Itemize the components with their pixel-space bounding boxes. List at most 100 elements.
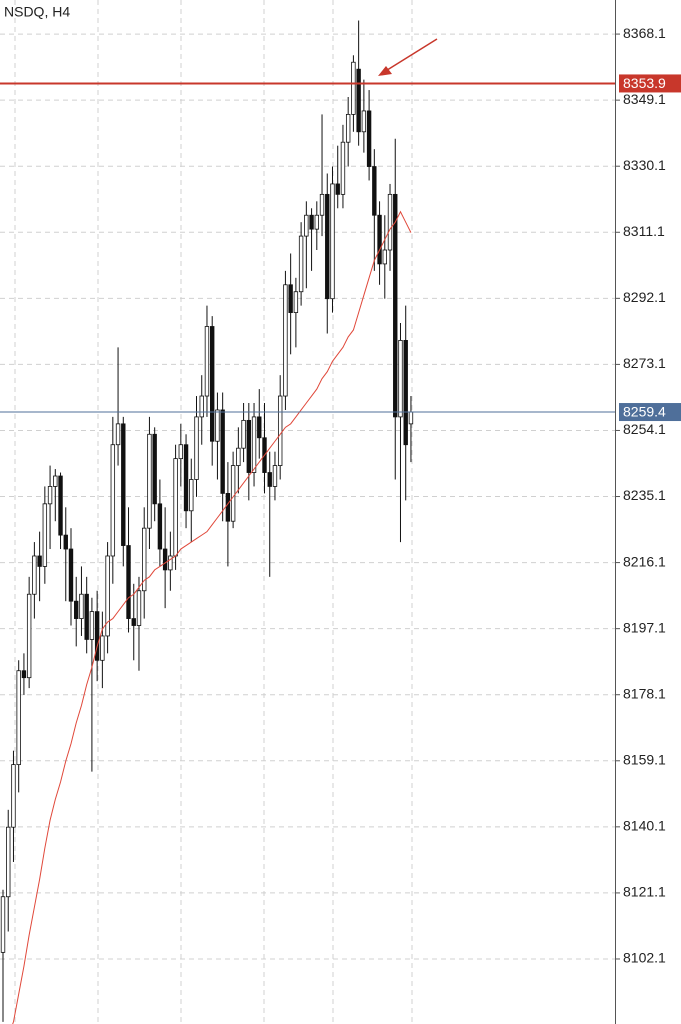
candle-body [58,475,63,536]
y-tick-label: 8292.1 [623,289,666,305]
candle-body [345,113,351,143]
level-tag [619,403,681,422]
candle-body [330,183,335,300]
y-tick-label: 8311.1 [623,223,665,239]
candle-body [225,492,231,522]
candle-body [84,593,89,640]
y-tick-label: 8216.1 [623,553,666,569]
candle-body [110,444,116,557]
candle-body [147,433,152,529]
candle-body [189,479,194,512]
candle-body [173,458,178,557]
candle-body [215,409,220,442]
level-label: 8353.9 [623,75,666,91]
y-tick-label: 8140.1 [623,818,666,834]
candle-body [246,419,252,473]
candle-body [42,503,48,567]
candle-body [230,465,236,522]
candle-body [89,611,95,640]
candle-body [335,183,340,195]
y-tick-label: 8330.1 [623,157,666,173]
candle-body [74,600,79,619]
arrow-shaft [383,38,438,73]
candle-body [26,593,32,679]
candle-body [204,326,210,397]
candle-body [115,423,121,446]
candles [0,20,414,1022]
candle-body [251,416,257,473]
candle-body [241,419,246,449]
candle-body [309,214,314,230]
candle-body [199,395,204,418]
candle-body [314,214,319,230]
candle-body [183,444,189,512]
candle-body [157,503,163,550]
candle-body [16,670,21,766]
candle-body [351,61,356,115]
candle-body [288,284,293,313]
candle-body [37,555,42,567]
y-tick-label: 8178.1 [623,685,666,701]
candle-body [11,764,16,828]
candle-body [136,590,142,626]
candle-body [126,545,131,619]
candle-body [382,249,387,265]
candle-body [121,423,126,546]
candle-body [272,465,278,487]
candle-body [277,395,283,466]
candle-body [142,527,147,592]
candle-body [21,670,27,679]
y-tick-label: 8349.1 [623,91,666,107]
candle-body [194,416,199,480]
candle-body [131,618,136,626]
candle-body [162,548,168,571]
candle-body [377,214,382,265]
candle-body [304,214,309,237]
candle-body [325,193,330,300]
candle-body [361,110,367,133]
candle-body [220,409,225,494]
candle-body [408,411,414,425]
candle-body [68,548,74,602]
candle-body [94,611,100,661]
candle-body [236,447,241,466]
candle-body [105,555,110,637]
candle-body [387,193,393,251]
candle-body [293,291,299,313]
candle-body [340,141,346,195]
candle-body [32,555,37,595]
annotation-arrow [378,38,438,76]
candle-body [100,635,105,661]
y-tick-label: 8159.1 [623,751,666,767]
y-tick-label: 8197.1 [623,619,666,635]
moving-average [12,210,412,1024]
candle-body [257,416,262,439]
y-tick-label: 8102.1 [623,950,666,966]
candle-body [298,235,304,293]
level-tag [619,74,681,93]
y-tick-label: 8368.1 [623,25,666,41]
candle-body [0,896,6,953]
y-tick-label: 8235.1 [623,487,666,503]
candle-body [356,68,361,133]
y-tick-label: 8254.1 [623,421,666,437]
candle-body [178,444,184,460]
candle-body [79,593,84,619]
y-tick-label: 8273.1 [623,355,666,371]
candle-body [63,534,68,550]
candle-body [152,433,157,505]
candle-body [6,826,11,898]
arrow-head [378,66,392,76]
candle-body [398,340,403,418]
candle-body [209,326,215,442]
candle-body [53,475,58,487]
candle-body [393,193,398,418]
candle-body [47,486,53,505]
candle-body [366,110,372,167]
grid-vertical [14,0,413,1024]
candle-body [283,284,288,397]
chart-title: NSDQ, H4 [4,4,70,20]
level-label: 8259.4 [623,404,666,420]
candle-body [319,193,325,216]
